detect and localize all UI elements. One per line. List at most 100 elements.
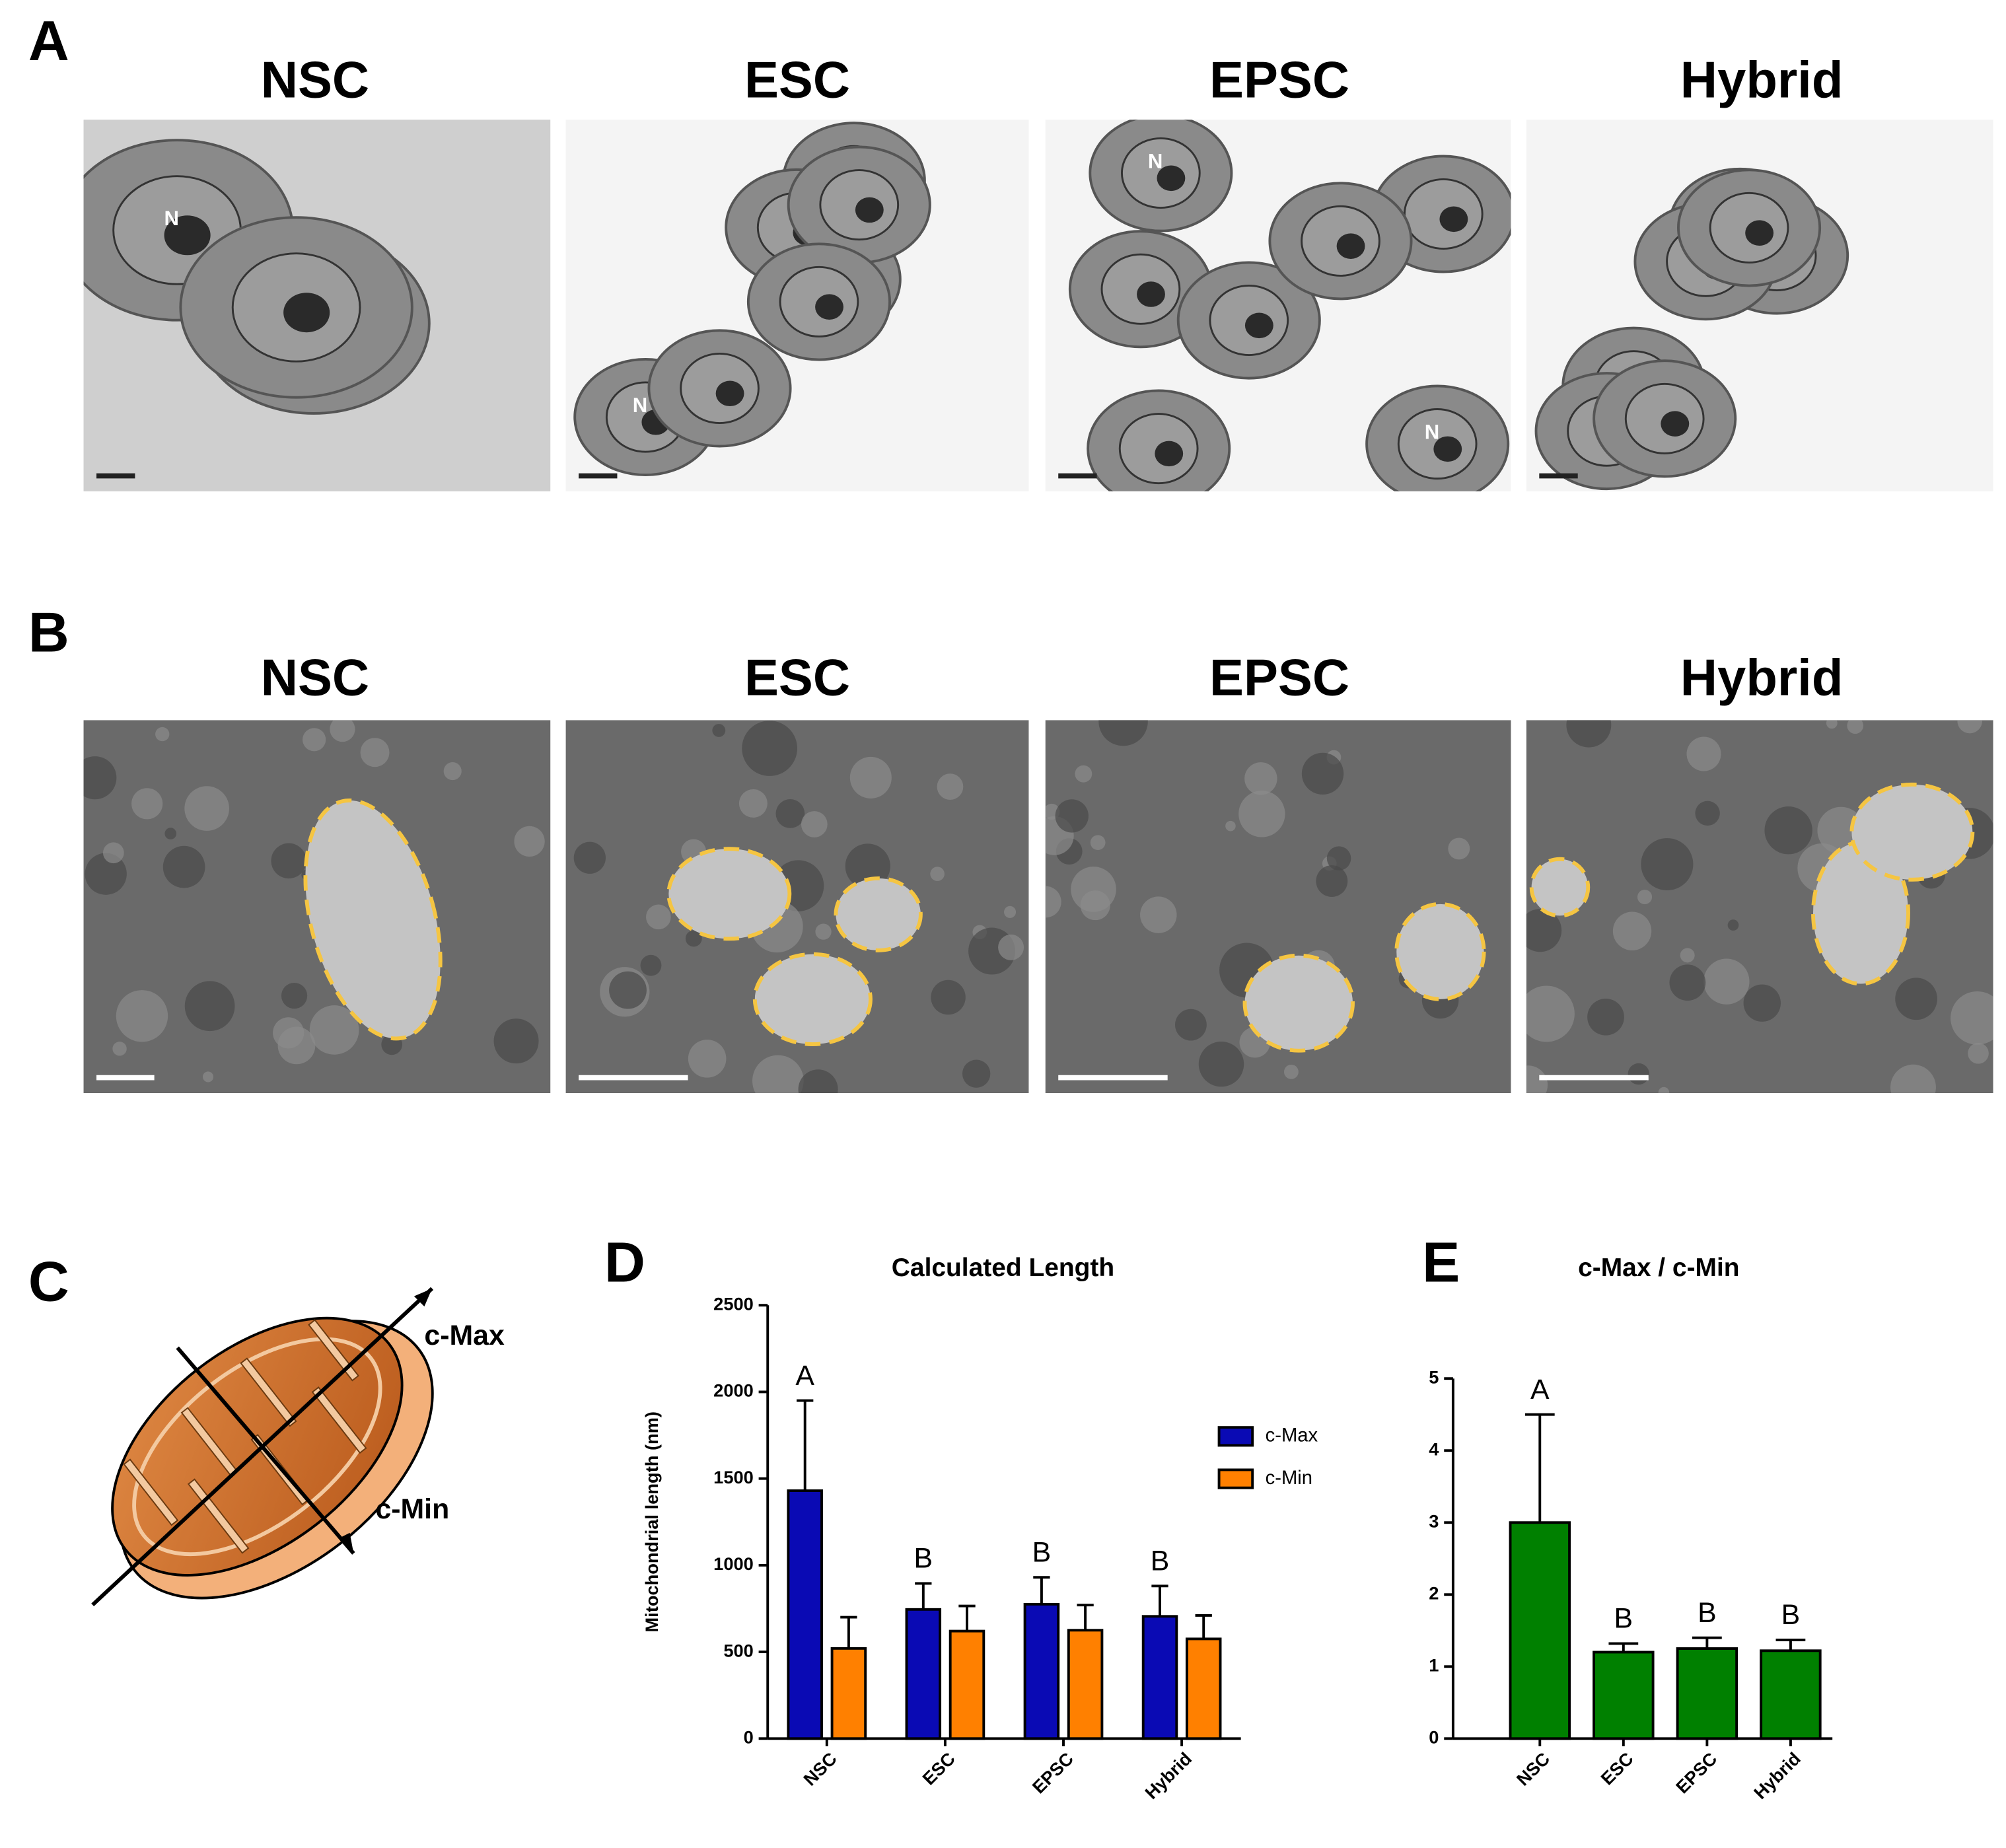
- significance-letter: B: [914, 1543, 933, 1575]
- error-bar: [958, 1604, 976, 1631]
- texture: [1174, 1009, 1207, 1041]
- bar: [1023, 1602, 1060, 1740]
- texture: [930, 867, 945, 881]
- texture: [155, 727, 170, 742]
- micrograph-content: NN: [83, 139, 431, 415]
- texture: [1847, 720, 1864, 734]
- bar: [1593, 1651, 1655, 1740]
- texture: [1071, 867, 1116, 912]
- legend-label: c-Max: [1266, 1425, 1318, 1446]
- column-title: NSC: [261, 51, 369, 108]
- column-title: NSC: [261, 649, 369, 707]
- texture: [1764, 806, 1812, 855]
- texture: [798, 1069, 838, 1094]
- y-tick-label: 1500: [713, 1467, 754, 1487]
- texture: [1727, 919, 1739, 931]
- bar: [949, 1629, 985, 1740]
- diagram-label: c-Max: [424, 1320, 505, 1351]
- nucleolus: [855, 197, 884, 223]
- y-tick-label: 5: [1429, 1367, 1439, 1387]
- mito-outline: [1529, 857, 1591, 918]
- micrograph: [1045, 720, 1511, 1094]
- texture: [271, 843, 306, 879]
- texture: [131, 788, 163, 820]
- bar: [1141, 1615, 1178, 1740]
- texture: [640, 954, 662, 976]
- bar: [1185, 1637, 1222, 1740]
- y-tick-label: 2000: [713, 1380, 754, 1401]
- y-tick-label: 1000: [713, 1553, 754, 1574]
- panel-label: E: [1422, 1230, 1460, 1294]
- mito-fill: [1812, 842, 1909, 984]
- nucleolus: [1661, 411, 1690, 437]
- panel-label: C: [28, 1250, 69, 1314]
- column-title: Hybrid: [1680, 51, 1844, 108]
- micrograph: NN: [83, 120, 551, 491]
- texture: [1316, 865, 1348, 897]
- error-bar: [840, 1616, 857, 1649]
- column-title: ESC: [744, 51, 850, 108]
- mito-outline: [752, 952, 873, 1046]
- nucleolus: [1137, 281, 1165, 307]
- texture: [1628, 1063, 1649, 1085]
- nucleolus: [1336, 233, 1365, 259]
- texture: [1526, 985, 1575, 1042]
- significance-letter: B: [1614, 1603, 1633, 1635]
- micrograph-content: [83, 720, 545, 1083]
- error-bar: [1077, 1604, 1094, 1631]
- texture: [1637, 890, 1653, 905]
- texture: [1526, 909, 1562, 952]
- texture: [685, 930, 702, 947]
- texture: [1244, 762, 1277, 795]
- texture: [1703, 958, 1750, 1005]
- mito-fill: [836, 878, 921, 950]
- texture: [801, 811, 828, 837]
- significance-letter: A: [1530, 1374, 1550, 1405]
- texture: [85, 853, 127, 895]
- texture: [712, 724, 726, 737]
- micrograph-content: [1045, 720, 1486, 1087]
- legend-swatch: [1217, 1426, 1254, 1447]
- texture: [998, 934, 1024, 960]
- texture: [184, 981, 235, 1032]
- texture: [962, 1059, 991, 1088]
- y-tick-label: 1: [1429, 1654, 1439, 1675]
- mito-fill: [305, 800, 441, 1039]
- texture: [1968, 1043, 1989, 1064]
- micrograph-content: [1526, 720, 1993, 1094]
- micrograph: NN: [1045, 120, 1511, 491]
- error-bar: [1608, 1642, 1639, 1653]
- texture: [1140, 896, 1177, 933]
- nucleolus: [283, 293, 330, 333]
- y-tick-label: 0: [744, 1726, 754, 1747]
- texture: [738, 789, 768, 818]
- significance-letter: A: [795, 1360, 814, 1392]
- nucleus-marker: N: [1148, 150, 1163, 173]
- panel-label: D: [604, 1230, 645, 1294]
- bar: [787, 1489, 823, 1740]
- y-tick-label: 0: [1429, 1726, 1439, 1747]
- texture: [937, 773, 964, 800]
- texture: [1326, 846, 1351, 871]
- mito-fill: [1531, 859, 1589, 916]
- texture: [573, 841, 606, 874]
- texture: [646, 904, 671, 930]
- column-title: EPSC: [1209, 51, 1349, 108]
- texture: [1680, 948, 1695, 963]
- texture: [775, 799, 805, 828]
- y-tick-label: 4: [1429, 1439, 1439, 1459]
- significance-letter: B: [1781, 1599, 1801, 1631]
- micrograph: [1526, 720, 1993, 1094]
- texture: [1686, 736, 1721, 771]
- micrograph-content: NN: [573, 122, 931, 477]
- bar: [830, 1647, 867, 1740]
- texture: [1669, 964, 1706, 1001]
- texture: [281, 982, 308, 1009]
- mito-fill: [1244, 955, 1353, 1051]
- texture: [742, 721, 798, 776]
- mito-outline: [834, 876, 923, 952]
- y-axis-label: Mitochondrial length (nm): [641, 1411, 662, 1633]
- micrograph: NN: [1526, 120, 1993, 491]
- error-bar: [1151, 1584, 1168, 1617]
- texture: [931, 979, 966, 1015]
